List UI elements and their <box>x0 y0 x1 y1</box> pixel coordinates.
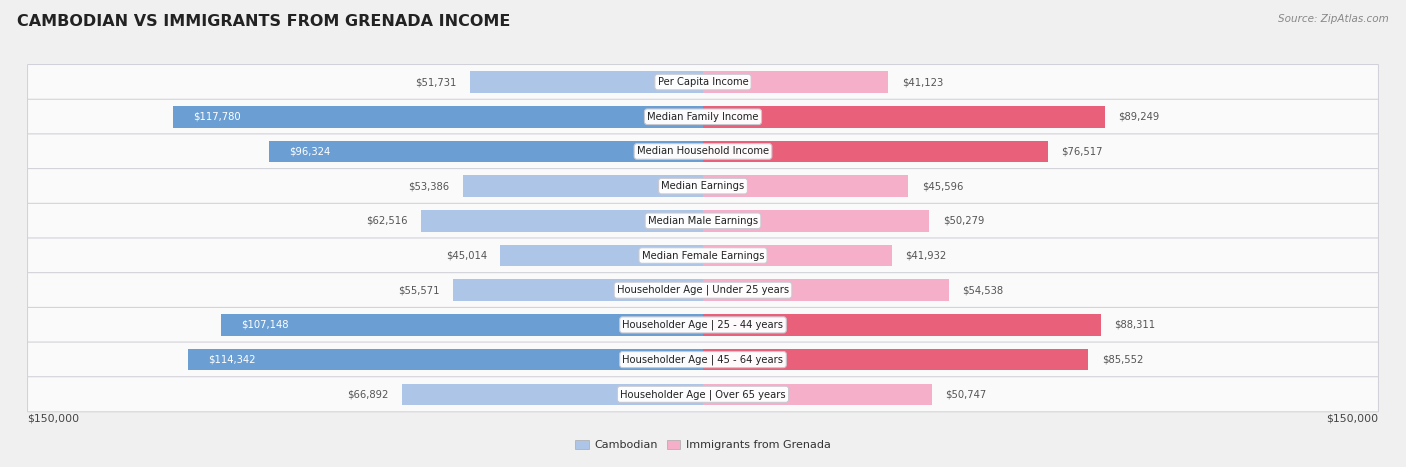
Text: $55,571: $55,571 <box>398 285 439 295</box>
Text: Householder Age | 25 - 44 years: Householder Age | 25 - 44 years <box>623 319 783 330</box>
FancyBboxPatch shape <box>28 134 1378 169</box>
Bar <box>270 141 703 162</box>
Text: CAMBODIAN VS IMMIGRANTS FROM GRENADA INCOME: CAMBODIAN VS IMMIGRANTS FROM GRENADA INC… <box>17 14 510 29</box>
Text: Householder Age | Over 65 years: Householder Age | Over 65 years <box>620 389 786 400</box>
Text: $45,014: $45,014 <box>446 250 486 261</box>
FancyBboxPatch shape <box>28 169 1378 204</box>
Text: $50,279: $50,279 <box>943 216 984 226</box>
Bar <box>703 383 932 405</box>
Bar <box>703 245 891 266</box>
Text: $41,123: $41,123 <box>901 77 943 87</box>
FancyBboxPatch shape <box>28 307 1378 342</box>
Text: $85,552: $85,552 <box>1102 354 1143 365</box>
Bar <box>703 210 929 232</box>
Text: $150,000: $150,000 <box>1326 414 1378 424</box>
Text: $54,538: $54,538 <box>962 285 1004 295</box>
Text: $53,386: $53,386 <box>408 181 449 191</box>
Legend: Cambodian, Immigrants from Grenada: Cambodian, Immigrants from Grenada <box>571 436 835 455</box>
Bar <box>703 71 889 93</box>
Bar <box>501 245 703 266</box>
Text: Householder Age | 45 - 64 years: Householder Age | 45 - 64 years <box>623 354 783 365</box>
Bar <box>188 349 703 370</box>
Text: Median Male Earnings: Median Male Earnings <box>648 216 758 226</box>
Text: Median Earnings: Median Earnings <box>661 181 745 191</box>
Text: $89,249: $89,249 <box>1118 112 1160 122</box>
Bar <box>463 176 703 197</box>
Text: $41,932: $41,932 <box>905 250 946 261</box>
Text: $45,596: $45,596 <box>922 181 963 191</box>
Text: $150,000: $150,000 <box>28 414 80 424</box>
Text: Source: ZipAtlas.com: Source: ZipAtlas.com <box>1278 14 1389 24</box>
Bar <box>703 279 949 301</box>
Text: Median Household Income: Median Household Income <box>637 147 769 156</box>
Text: $107,148: $107,148 <box>240 320 288 330</box>
Text: Median Female Earnings: Median Female Earnings <box>641 250 765 261</box>
FancyBboxPatch shape <box>28 99 1378 134</box>
Bar <box>470 71 703 93</box>
Text: $76,517: $76,517 <box>1062 147 1102 156</box>
Bar <box>703 314 1101 336</box>
FancyBboxPatch shape <box>28 203 1378 238</box>
Bar <box>422 210 703 232</box>
Text: $96,324: $96,324 <box>290 147 330 156</box>
Bar <box>221 314 703 336</box>
Text: $114,342: $114,342 <box>208 354 256 365</box>
Text: Median Family Income: Median Family Income <box>647 112 759 122</box>
Text: $117,780: $117,780 <box>193 112 240 122</box>
Bar <box>703 176 908 197</box>
Text: $88,311: $88,311 <box>1114 320 1156 330</box>
Text: $62,516: $62,516 <box>367 216 408 226</box>
Text: $66,892: $66,892 <box>347 389 388 399</box>
Text: $51,731: $51,731 <box>415 77 457 87</box>
Bar <box>453 279 703 301</box>
Bar <box>703 141 1047 162</box>
Bar <box>173 106 703 127</box>
Bar <box>703 349 1088 370</box>
FancyBboxPatch shape <box>28 377 1378 412</box>
Text: $50,747: $50,747 <box>945 389 986 399</box>
Text: Per Capita Income: Per Capita Income <box>658 77 748 87</box>
FancyBboxPatch shape <box>28 342 1378 377</box>
Bar <box>402 383 703 405</box>
FancyBboxPatch shape <box>28 273 1378 308</box>
FancyBboxPatch shape <box>28 64 1378 99</box>
Text: Householder Age | Under 25 years: Householder Age | Under 25 years <box>617 285 789 296</box>
FancyBboxPatch shape <box>28 238 1378 273</box>
Bar <box>703 106 1105 127</box>
